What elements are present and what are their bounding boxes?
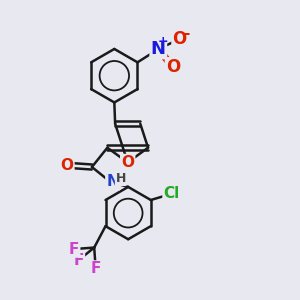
Text: O: O [60, 158, 74, 173]
Text: Cl: Cl [164, 186, 180, 201]
Text: F: F [74, 253, 84, 268]
Text: H: H [116, 172, 126, 185]
Text: O: O [121, 155, 134, 170]
Text: +: + [158, 35, 169, 48]
Text: N: N [106, 174, 119, 189]
Text: F: F [69, 242, 79, 256]
Text: O: O [166, 58, 180, 76]
Text: O: O [172, 30, 187, 48]
Text: F: F [91, 262, 101, 277]
Text: N: N [151, 40, 166, 58]
Text: -: - [183, 26, 190, 41]
